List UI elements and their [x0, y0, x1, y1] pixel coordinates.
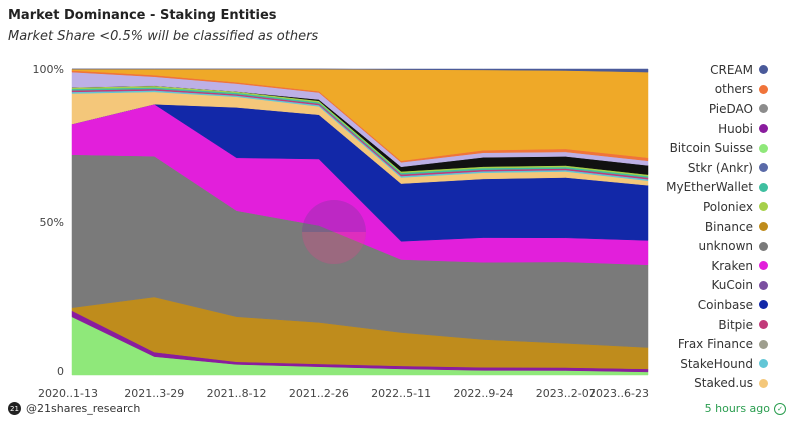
- legend-item[interactable]: PieDAO: [648, 99, 768, 119]
- legend-item[interactable]: Stkr (Ankr): [648, 158, 768, 178]
- legend-item[interactable]: Coinbase: [648, 295, 768, 315]
- legend-swatch: [759, 339, 768, 349]
- legend-item[interactable]: Staked.us: [648, 374, 768, 394]
- check-circle-icon: ✓: [774, 402, 786, 415]
- legend-swatch: [759, 84, 768, 94]
- author-avatar: 21: [8, 402, 21, 415]
- legend-swatch: [759, 261, 768, 271]
- author[interactable]: 21 @21shares_research: [8, 402, 140, 415]
- author-name: @21shares_research: [26, 402, 141, 415]
- legend-label: Coinbase: [697, 297, 753, 312]
- legend-swatch: [759, 65, 768, 75]
- legend-label: Stkr (Ankr): [687, 160, 753, 175]
- legend-swatch: [759, 300, 768, 310]
- legend-item[interactable]: CREAM: [648, 60, 768, 80]
- x-tick-label: 2020..1-13: [38, 387, 98, 400]
- legend-swatch: [759, 124, 768, 134]
- legend-label: KuCoin: [711, 278, 753, 293]
- y-tick-label: 100%: [33, 63, 64, 76]
- legend-label: Frax Finance: [677, 337, 753, 352]
- legend-swatch: [759, 143, 768, 153]
- legend-item[interactable]: Poloniex: [648, 197, 768, 217]
- legend-swatch: [759, 202, 768, 212]
- dune-watermark-icon: [302, 200, 366, 264]
- legend-swatch: [759, 163, 768, 173]
- legend-item[interactable]: Frax Finance: [648, 334, 768, 354]
- timestamp: 5 hours ago ✓: [705, 402, 786, 415]
- x-tick-label: 2021..3-29: [124, 387, 184, 400]
- legend-swatch: [759, 280, 768, 290]
- legend-label: Bitcoin Suisse: [669, 141, 753, 156]
- legend-label: Poloniex: [702, 199, 753, 214]
- x-tick-label: 2021..2-26: [289, 387, 349, 400]
- chart-subtitle: Market Share <0.5% will be classified as…: [8, 29, 319, 44]
- x-tick-label: 2022..5-11: [371, 387, 431, 400]
- legend-label: Staked.us: [694, 376, 753, 391]
- x-tick-label: 2023..2-07: [536, 387, 596, 400]
- legend-item[interactable]: Kraken: [648, 256, 768, 276]
- legend-swatch: [759, 182, 768, 192]
- legend-item[interactable]: Bitpie: [648, 315, 768, 335]
- legend-swatch: [759, 359, 768, 369]
- legend-label: Kraken: [711, 258, 753, 273]
- legend-item[interactable]: KuCoin: [648, 276, 768, 296]
- legend-item[interactable]: MyEtherWallet: [648, 178, 768, 198]
- legend-label: PieDAO: [708, 101, 753, 116]
- legend-item[interactable]: Bitcoin Suisse: [648, 138, 768, 158]
- x-tick-label: 2023..6-23: [589, 387, 649, 400]
- legend-swatch: [759, 222, 768, 232]
- chart-title: Market Dominance - Staking Entities: [8, 8, 277, 23]
- legend-item[interactable]: Huobi: [648, 119, 768, 139]
- legend-label: StakeHound: [680, 356, 753, 371]
- legend-item[interactable]: others: [648, 80, 768, 100]
- legend-item[interactable]: Binance: [648, 217, 768, 237]
- x-tick-label: 2021..8-12: [207, 387, 267, 400]
- y-tick-label: 0: [57, 365, 64, 378]
- area-band-15: [72, 68, 649, 73]
- x-tick-label: 2022..9-24: [453, 387, 513, 400]
- legend-swatch: [759, 104, 768, 114]
- legend-swatch: [759, 320, 768, 330]
- legend-label: MyEtherWallet: [666, 180, 753, 195]
- legend-label: Binance: [704, 219, 753, 234]
- legend-label: unknown: [698, 239, 753, 254]
- legend-item[interactable]: StakeHound: [648, 354, 768, 374]
- legend-label: others: [714, 82, 753, 97]
- legend-item[interactable]: unknown: [648, 236, 768, 256]
- legend-swatch: [759, 241, 768, 251]
- legend-label: Huobi: [718, 121, 753, 136]
- legend-swatch: [759, 378, 768, 388]
- y-tick-label: 50%: [40, 216, 64, 229]
- timestamp-text: 5 hours ago: [704, 402, 770, 415]
- legend-label: Bitpie: [718, 317, 753, 332]
- legend-label: CREAM: [710, 62, 753, 77]
- legend: CREAM others PieDAO Huobi Bitcoin Suisse Stkr…: [648, 60, 768, 400]
